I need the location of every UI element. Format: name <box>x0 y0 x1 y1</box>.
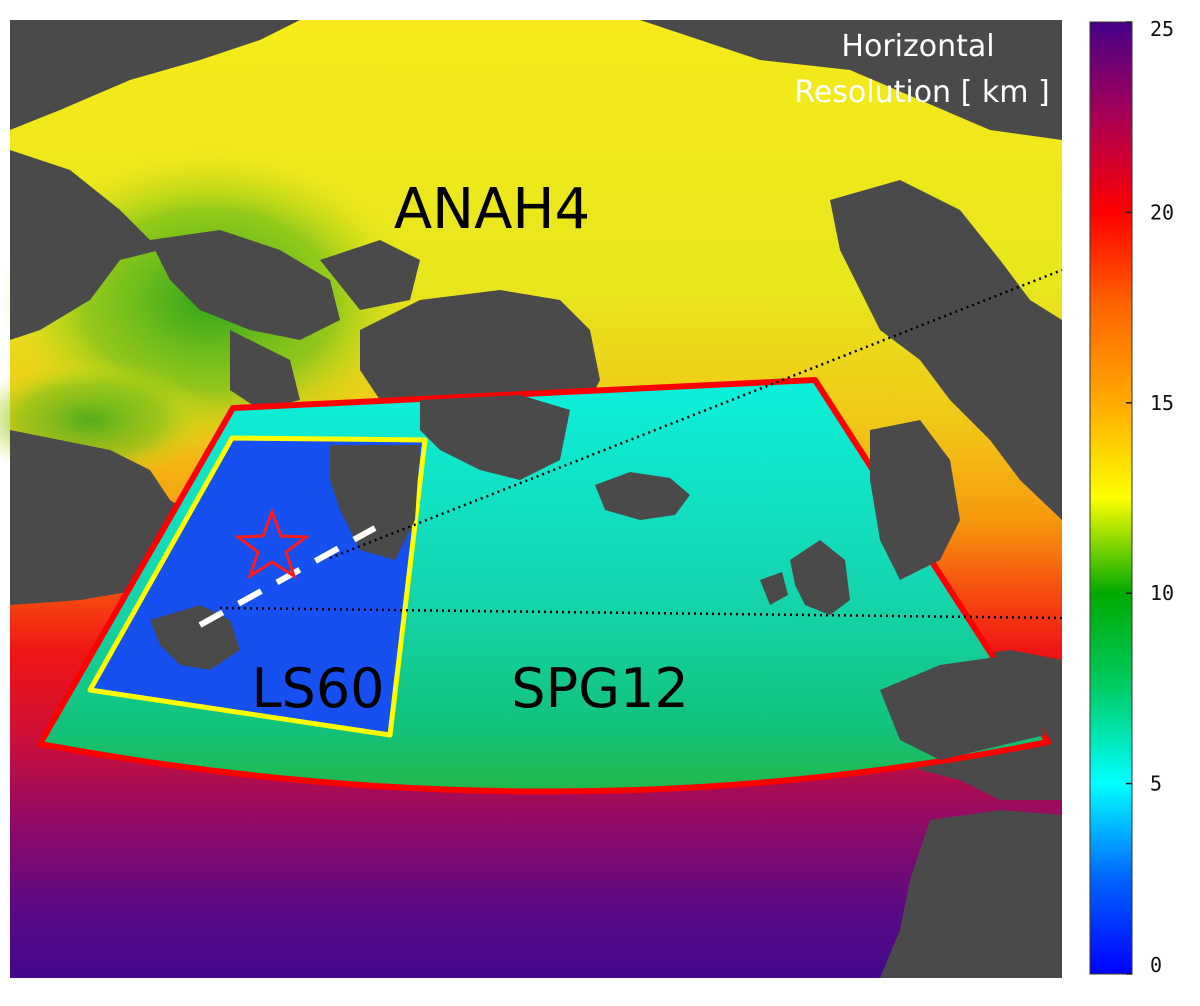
region-label-anah4: ANAH4 <box>394 177 590 242</box>
colorbar-tick-label: 0 <box>1150 953 1162 977</box>
land-in-spg12 <box>420 395 1045 760</box>
map-title-line1: Horizontal <box>841 29 994 64</box>
colorbar-tick-label: 20 <box>1150 200 1174 224</box>
map-title-line2: Resolution [ km ] <box>794 75 1049 110</box>
colorbar-tick-label: 15 <box>1150 391 1174 415</box>
colorbar <box>1089 21 1133 975</box>
region-label-spg12: SPG12 <box>511 657 688 720</box>
dotted-line-upper <box>329 268 1063 560</box>
section-line <box>198 525 377 628</box>
colorbar-tick-label: 25 <box>1150 17 1174 41</box>
region-label-ls60: LS60 <box>251 657 384 720</box>
colorbar-tick-label: 5 <box>1150 772 1162 796</box>
dotted-line-lower <box>219 606 1063 620</box>
colorbar-tick-label: 10 <box>1150 581 1174 605</box>
colorbar-ticks: 0 5 10 15 20 25 <box>1126 17 1174 977</box>
star-icon <box>233 507 311 580</box>
